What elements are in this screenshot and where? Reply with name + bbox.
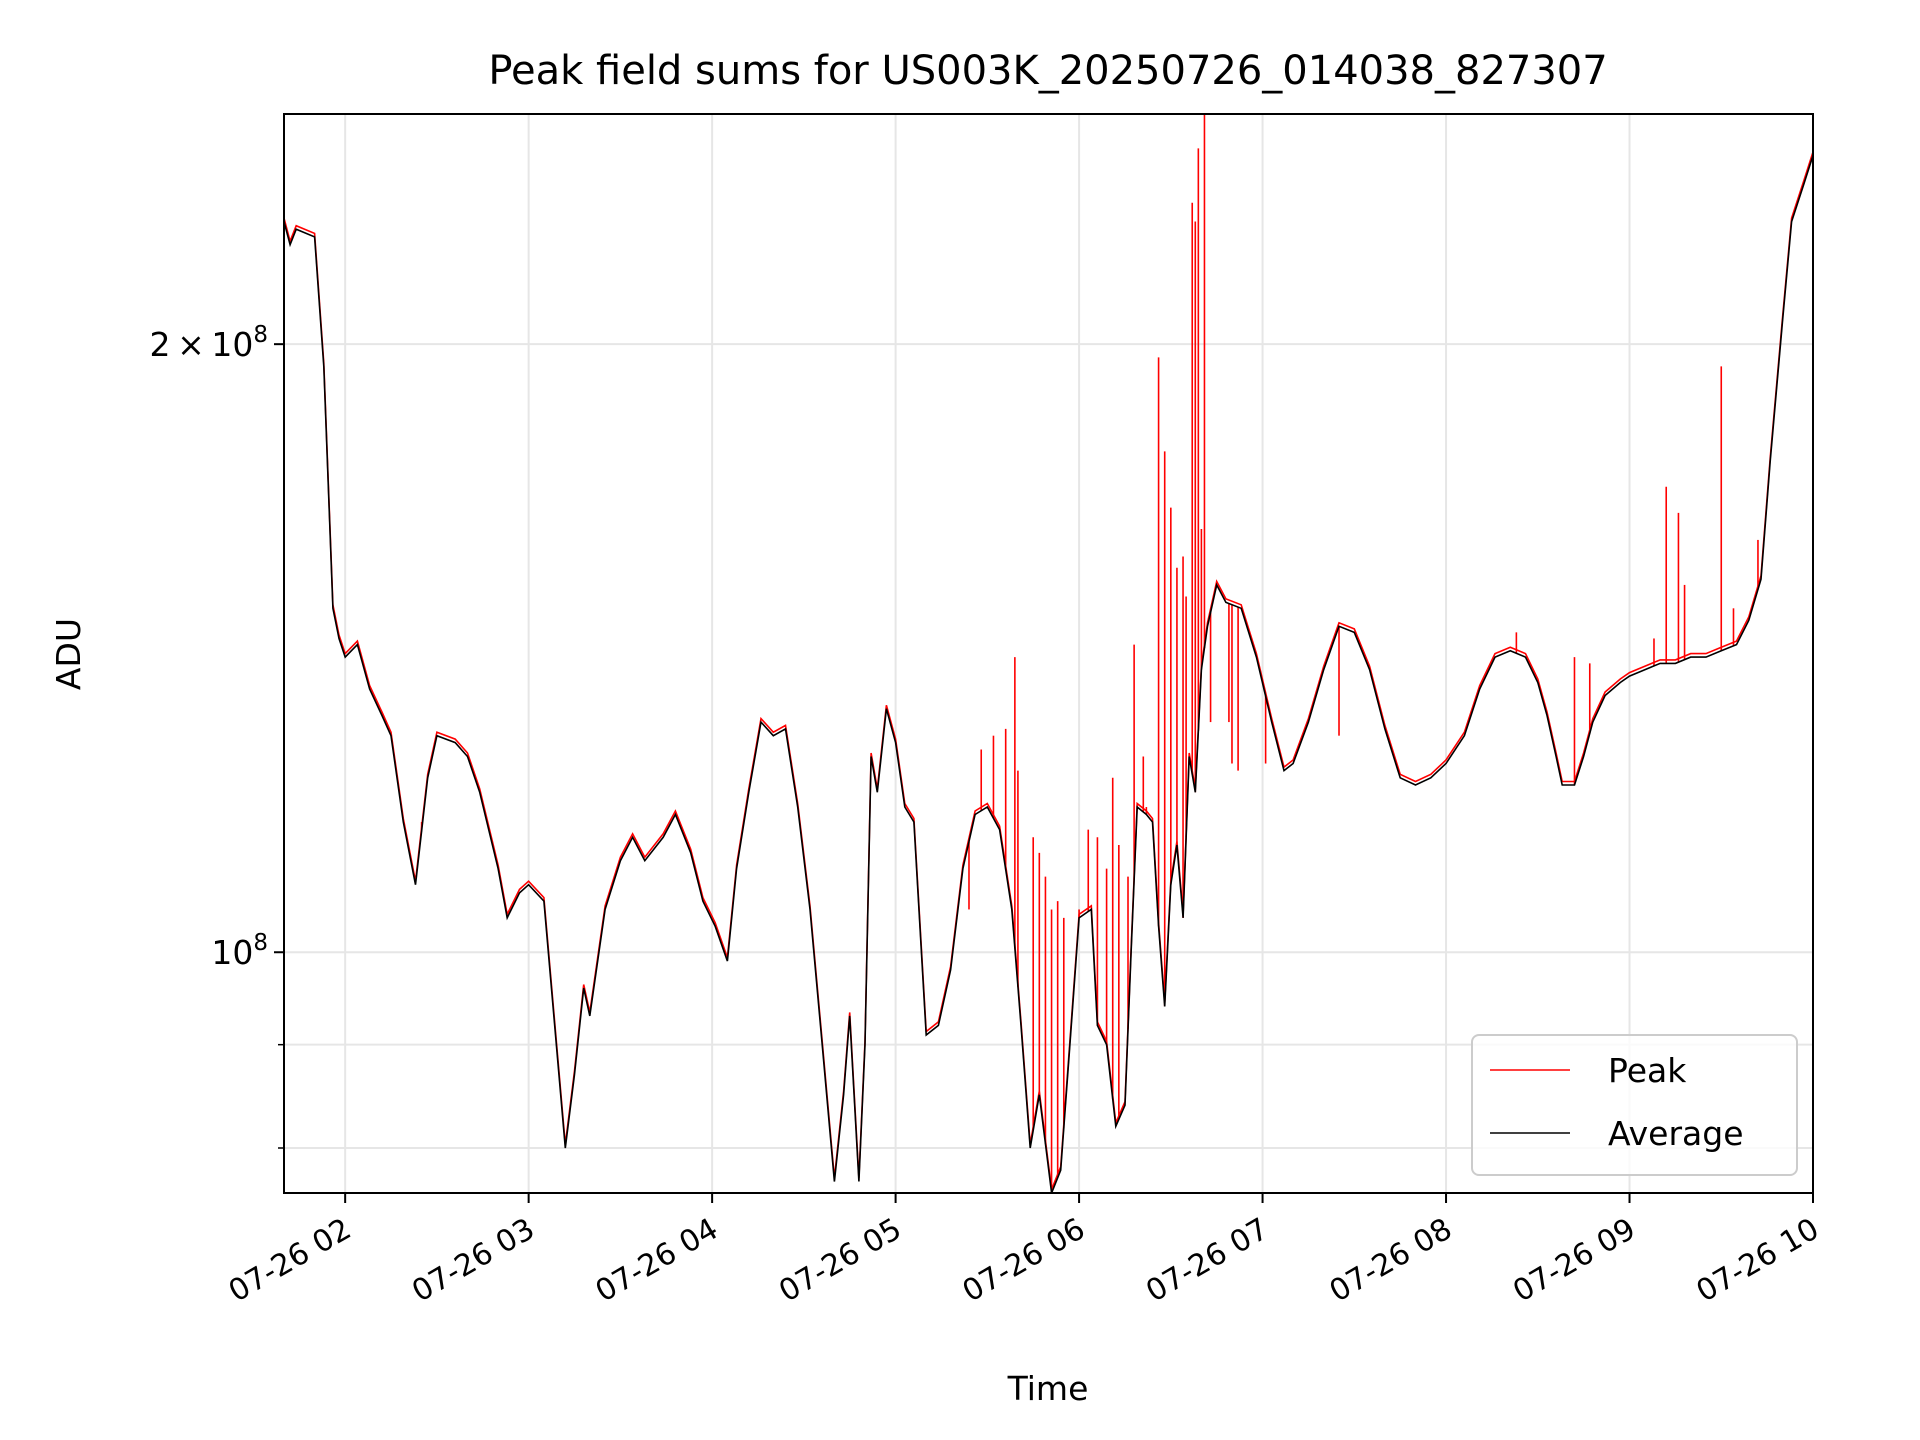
average-series-line bbox=[284, 155, 1813, 1193]
legend: Peak Average bbox=[1471, 1034, 1798, 1176]
chart-title: Peak field sums for US003K_20250726_0140… bbox=[488, 48, 1607, 94]
legend-peak-label: Peak bbox=[1608, 1051, 1687, 1090]
series-layer bbox=[284, 114, 1813, 1193]
y-axis-label: ADU bbox=[49, 618, 88, 690]
plot-area bbox=[284, 114, 1813, 1193]
x-axis-label: Time bbox=[1007, 1369, 1089, 1408]
plot-frame bbox=[283, 113, 1814, 1194]
y-axis: 108 2 × 108 bbox=[150, 322, 284, 1149]
y-tick-label: 2 × 108 bbox=[150, 322, 268, 364]
y-tick-label: 108 bbox=[211, 930, 268, 972]
legend-average-label: Average bbox=[1608, 1114, 1744, 1153]
